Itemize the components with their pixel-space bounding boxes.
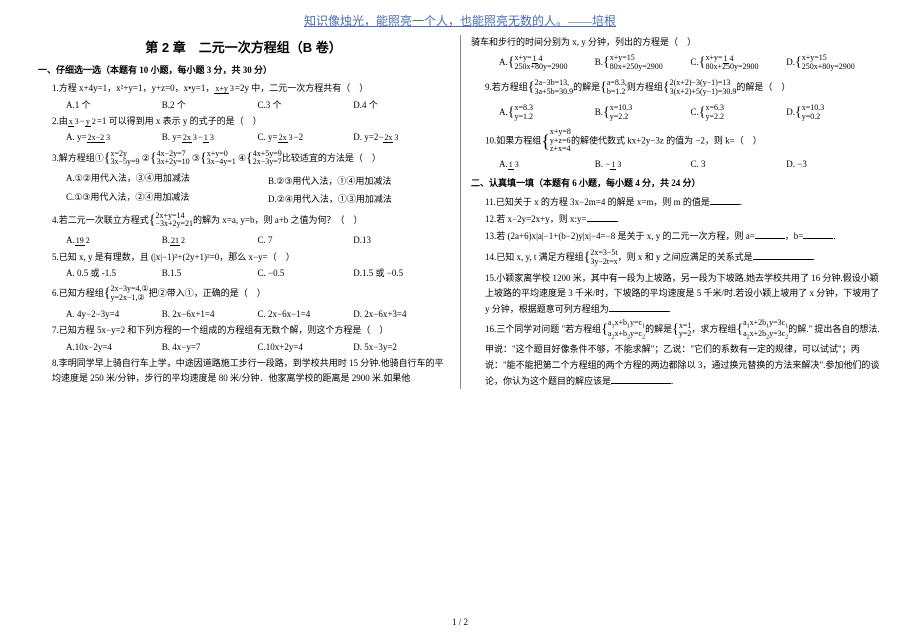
question-9-options: A.{x=8.3y=1.2 B.{x=10.3y=2.2 C.{x=6.3y=2… — [499, 101, 882, 125]
question-13: 13.若 (2a+6)x|a|−1+(b−2)y|x|−4=−8 是关于 x, … — [485, 228, 882, 244]
question-14: 14.已知 x, y, t 满足方程组{2x=3−5t3y−2t=x，则 x 和… — [485, 246, 882, 270]
question-7-options: A.10x−2y=4B. 4x−y=7C.10x+2y=4D. 5x−3y=2 — [66, 340, 449, 355]
question-4: 4.若二元一次联立方程式{2x+y=14−3x+2y=21的解为 x=a, y=… — [52, 209, 449, 233]
page-number: 1 / 2 — [0, 617, 920, 627]
question-8-cont: 骑车和步行的时间分别为 x, y 分钟，列出的方程是（ ） — [471, 35, 882, 50]
question-2: 2.由x3−y2=1 可以得到用 x 表示 y 的式子的是（ ） — [52, 114, 449, 129]
question-3-option-b: B.②③用代入法，①④用加减法 — [268, 174, 449, 189]
question-8: 8.李明同学早上骑自行车上学，中途因道路施工步行一段路，到学校共用时 15 分钟… — [52, 356, 449, 387]
question-11: 11.已知关于 x 的方程 3x−2m=4 的解是 x=m，则 m 的值是. — [485, 194, 882, 210]
question-5: 5.已知 x, y 是有理数，且 (|x|−1)²+(2y+1)²=0，那么 x… — [52, 250, 449, 265]
question-6: 6.已知方程组{2x−3y=4,①y=2x−1,②把②带入①，正确的是（ ） — [52, 282, 449, 306]
question-15: 15.小颖家离学校 1200 米，其中有一段为上坡路，另一段为下坡路.她去学校共… — [485, 271, 882, 318]
question-16: 16.三个同学对问题 "若方程组{a1x+b1y=c1a2x+b2y=c2的解是… — [485, 318, 882, 389]
question-7: 7.已知方程 5x−y=2 和下列方程的一个组成的方程组有无数个解，则这个方程是… — [52, 323, 449, 338]
page-header: 知识像烛光，能照亮一个人，也能照亮无数的人。——培根 — [0, 0, 920, 33]
question-2-options: A. y=2x−23 B. y=2x3−13 C. y=2x3−2 D. y=2… — [66, 130, 449, 145]
question-4-options: A.192 B.212 C. 7D.13 — [66, 233, 449, 248]
question-12: 12.若 x−2y=2x+y，则 x:y=. — [485, 211, 882, 227]
question-1: 1.方程 x+4y=1，x²+y=1，y+z=0，x•y=1，x+y3=2y 中… — [52, 81, 449, 96]
question-10: 10.如果方程组{x+y=8y+z=6z+x=4的解使代数式 kx+2y−3z … — [485, 126, 882, 157]
question-5-options: A. 0.5 或 -1.5B.1.5C. −0.5D.1.5 或 −0.5 — [66, 266, 449, 281]
question-10-options: A.13 B. −13 C. 3D. −3 — [499, 157, 882, 172]
question-9: 9.若方程组{2a−3b=13,3a+5b=30.9的解是{a=8.3,b=1.… — [485, 76, 882, 100]
question-3-option-d: D.②④用代入法，①③用加减法 — [268, 192, 449, 207]
question-1-options: A.1 个B.2 个C.3 个D.4 个 — [66, 98, 449, 113]
chapter-title: 第 2 章 二元一次方程组（B 卷） — [38, 37, 449, 59]
question-3: 3.解方程组①{x=2y3x−5y=9 ②{4x−2y=73x+2y=10 ③{… — [52, 147, 449, 171]
section-2-heading: 二、认真填一填（本题有 6 小题，每小题 4 分，共 24 分） — [471, 176, 882, 191]
question-6-options: A. 4y−2−3y=4B. 2x−6x+1=4C. 2x−6x−1=4D. 2… — [66, 307, 449, 322]
section-1-heading: 一、仔细选一选（本题有 10 小题，每小题 3 分，共 30 分） — [38, 63, 449, 78]
question-8-options: A.{x+y=14250x+80y=2900 B.{x+y=1580x+250y… — [499, 51, 882, 75]
